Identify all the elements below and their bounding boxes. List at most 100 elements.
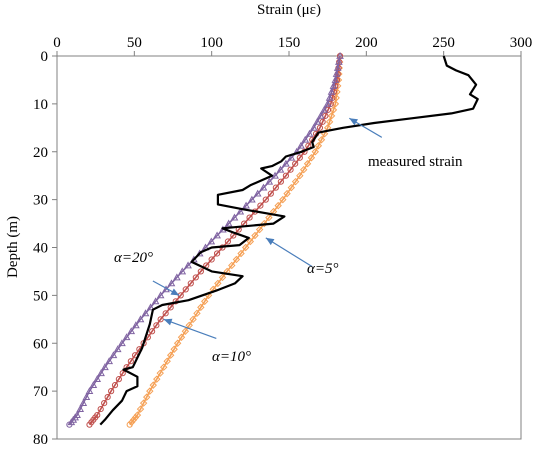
- data-point: [237, 249, 245, 258]
- data-point: [163, 357, 171, 365]
- data-point: [79, 399, 88, 406]
- data-point: [241, 243, 250, 252]
- data-point: [259, 183, 268, 191]
- data-point: [127, 418, 136, 426]
- data-point: [224, 238, 232, 245]
- data-point: [197, 268, 204, 275]
- data-point: [313, 117, 322, 125]
- data-point: [126, 421, 133, 428]
- data-point: [97, 369, 105, 377]
- data-point: [277, 178, 284, 185]
- data-point: [336, 51, 344, 59]
- data-point: [287, 166, 294, 173]
- arrow-shaft: [163, 318, 217, 340]
- arrow-5: [265, 237, 313, 268]
- y-tick-label: 20: [33, 145, 48, 161]
- annotation-arrows: [152, 117, 383, 340]
- data-point: [111, 382, 119, 389]
- data-point: [320, 105, 329, 113]
- x-axis-ticks: 0 50 100 150 200 250 300: [53, 35, 532, 56]
- data-point: [181, 327, 190, 335]
- y-tick-label: 0: [41, 49, 49, 65]
- series-5: [126, 52, 344, 428]
- data-point: [262, 196, 269, 203]
- data-point: [301, 135, 310, 143]
- data-point: [105, 357, 114, 365]
- data-point: [283, 189, 291, 198]
- y-tick-label: 30: [33, 193, 48, 209]
- data-point: [208, 256, 215, 263]
- data-point: [101, 363, 109, 371]
- x-tick-label: 250: [432, 35, 455, 51]
- data-point: [271, 171, 279, 179]
- data-point: [207, 237, 216, 245]
- data-point: [153, 375, 161, 383]
- x-tick-label: 50: [127, 35, 142, 51]
- data-point: [173, 273, 181, 281]
- data-point: [297, 141, 305, 149]
- data-point: [309, 123, 318, 131]
- x-tick-label: 100: [200, 35, 223, 51]
- data-point: [85, 387, 94, 395]
- series-20: [66, 51, 344, 428]
- y-tick-label: 40: [33, 241, 48, 257]
- data-point: [282, 159, 290, 167]
- data-point: [187, 280, 194, 287]
- data-point: [272, 184, 279, 191]
- data-point: [156, 369, 164, 377]
- data-point: [86, 421, 93, 428]
- data-point: [314, 142, 323, 150]
- data-point: [200, 297, 209, 306]
- y-tick-label: 60: [33, 336, 48, 352]
- data-point: [292, 160, 299, 167]
- data-point: [248, 195, 256, 203]
- data-point: [109, 351, 118, 359]
- arrow-head: [265, 237, 275, 246]
- arrow-head: [349, 118, 358, 126]
- series-line-measured-strain: [99, 55, 479, 426]
- data-point: [146, 387, 154, 395]
- data-point: [167, 304, 174, 311]
- data-point: [170, 345, 178, 353]
- x-axis-label: Strain (με): [257, 2, 321, 18]
- data-point: [213, 250, 221, 257]
- data-point: [282, 172, 290, 179]
- data-point: [162, 310, 169, 317]
- data-point: [97, 405, 104, 413]
- series-measured-strain: [99, 55, 479, 426]
- x-tick-label: 150: [278, 35, 301, 51]
- data-point: [311, 148, 320, 156]
- y-axis-label: Depth (m): [5, 216, 21, 278]
- data-point: [224, 219, 233, 227]
- data-point: [333, 63, 342, 71]
- data-point: [260, 219, 268, 228]
- data-point: [279, 195, 287, 204]
- data-point: [193, 309, 201, 318]
- data-point: [303, 160, 312, 168]
- data-point: [139, 399, 148, 407]
- arrow-head: [163, 318, 173, 326]
- data-point: [197, 303, 205, 312]
- annotation-alpha-20: α=20°: [114, 250, 153, 266]
- data-point: [316, 111, 325, 119]
- series-layer: [66, 51, 479, 428]
- data-point: [299, 165, 308, 174]
- data-point: [146, 303, 155, 311]
- data-point: [141, 309, 150, 317]
- data-point: [327, 112, 336, 120]
- data-point: [118, 339, 126, 347]
- data-point: [93, 375, 102, 383]
- data-point: [166, 351, 175, 359]
- x-tick-label: 300: [510, 35, 533, 51]
- data-point: [122, 333, 131, 341]
- data-point: [246, 214, 253, 221]
- data-point: [149, 381, 157, 389]
- data-point: [246, 237, 255, 246]
- data-point: [156, 291, 165, 299]
- data-point: [333, 88, 341, 96]
- x-tick-label: 0: [53, 35, 61, 51]
- data-point: [319, 118, 326, 125]
- data-point: [214, 279, 222, 288]
